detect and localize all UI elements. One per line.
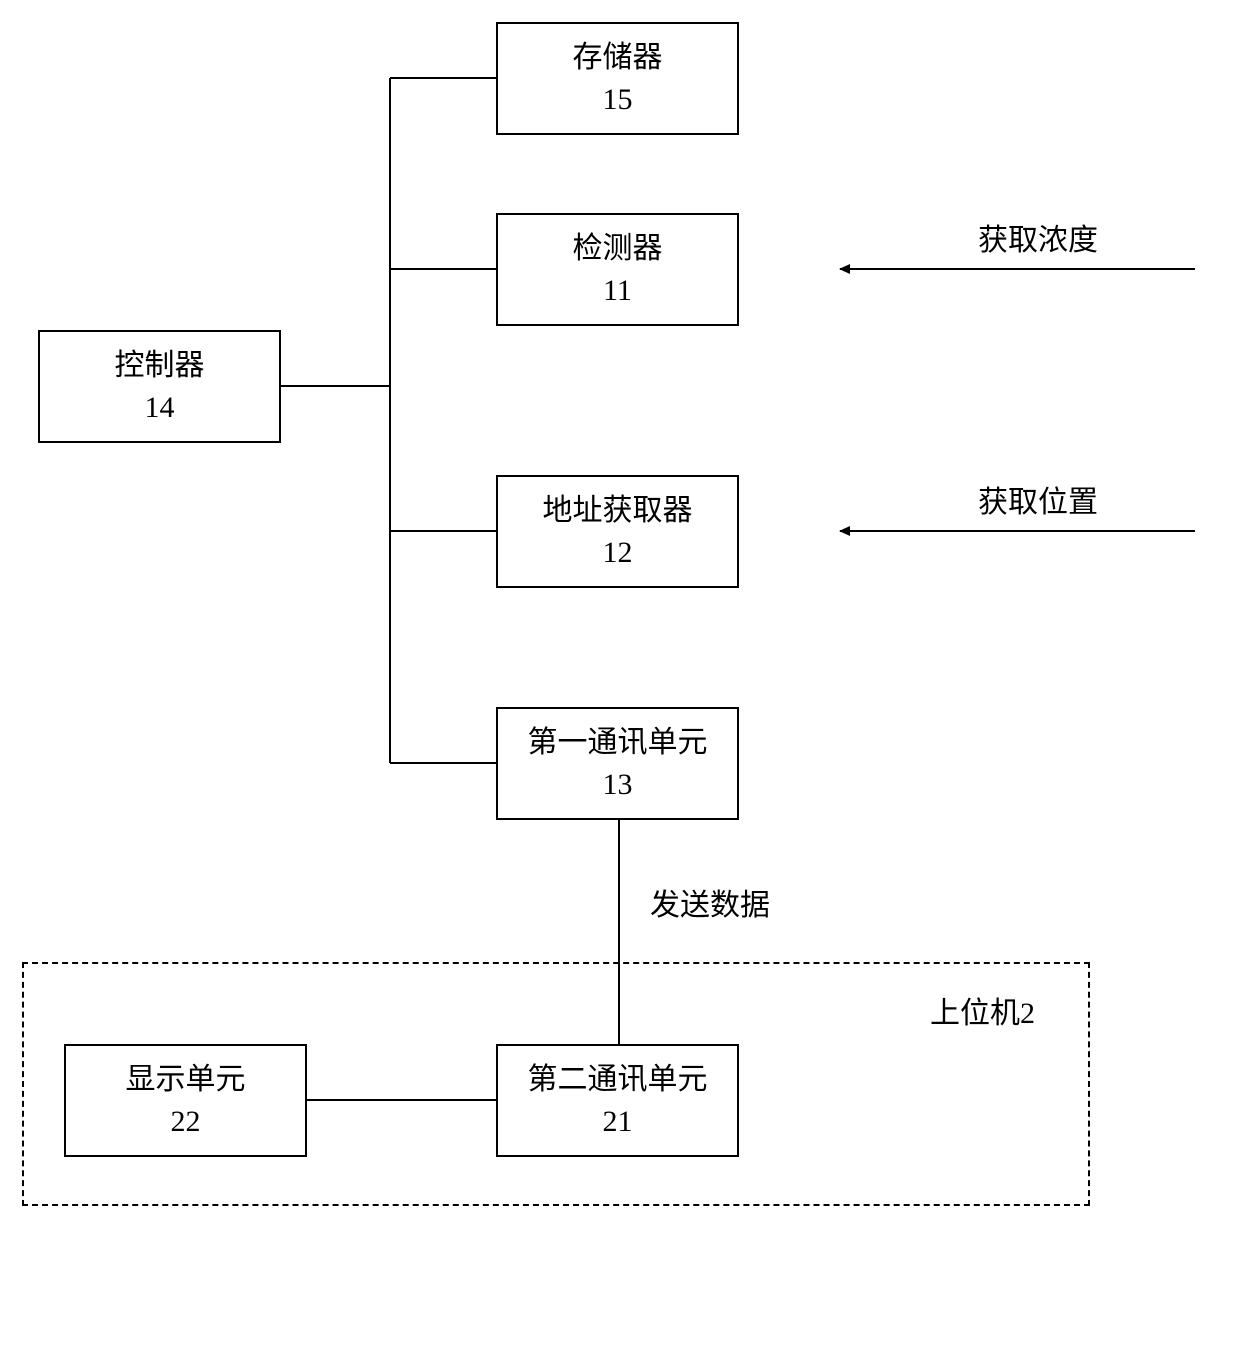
comm1-number: 13 xyxy=(603,764,633,806)
host-computer-label: 上位机2 xyxy=(930,988,1035,1032)
comm1-label: 第一通讯单元 xyxy=(528,722,708,764)
address-acquirer-node: 地址获取器 12 xyxy=(496,475,739,588)
detector-number: 11 xyxy=(603,270,632,312)
detector-label: 检测器 xyxy=(573,228,663,270)
address-label: 地址获取器 xyxy=(543,490,693,532)
acquire-concentration-label: 获取浓度 xyxy=(978,215,1098,259)
address-number: 12 xyxy=(603,532,633,574)
controller-number: 14 xyxy=(145,387,175,429)
memory-number: 15 xyxy=(603,79,633,121)
controller-node: 控制器 14 xyxy=(38,330,281,443)
controller-label: 控制器 xyxy=(115,345,205,387)
system-block-diagram: 控制器 14 存储器 15 检测器 11 地址获取器 12 第一通讯单元 13 … xyxy=(0,0,1240,1354)
acquire-position-label: 获取位置 xyxy=(978,477,1098,521)
memory-node: 存储器 15 xyxy=(496,22,739,135)
memory-label: 存储器 xyxy=(573,37,663,79)
send-data-label: 发送数据 xyxy=(650,880,770,924)
detector-node: 检测器 11 xyxy=(496,213,739,326)
first-comm-unit-node: 第一通讯单元 13 xyxy=(496,707,739,820)
